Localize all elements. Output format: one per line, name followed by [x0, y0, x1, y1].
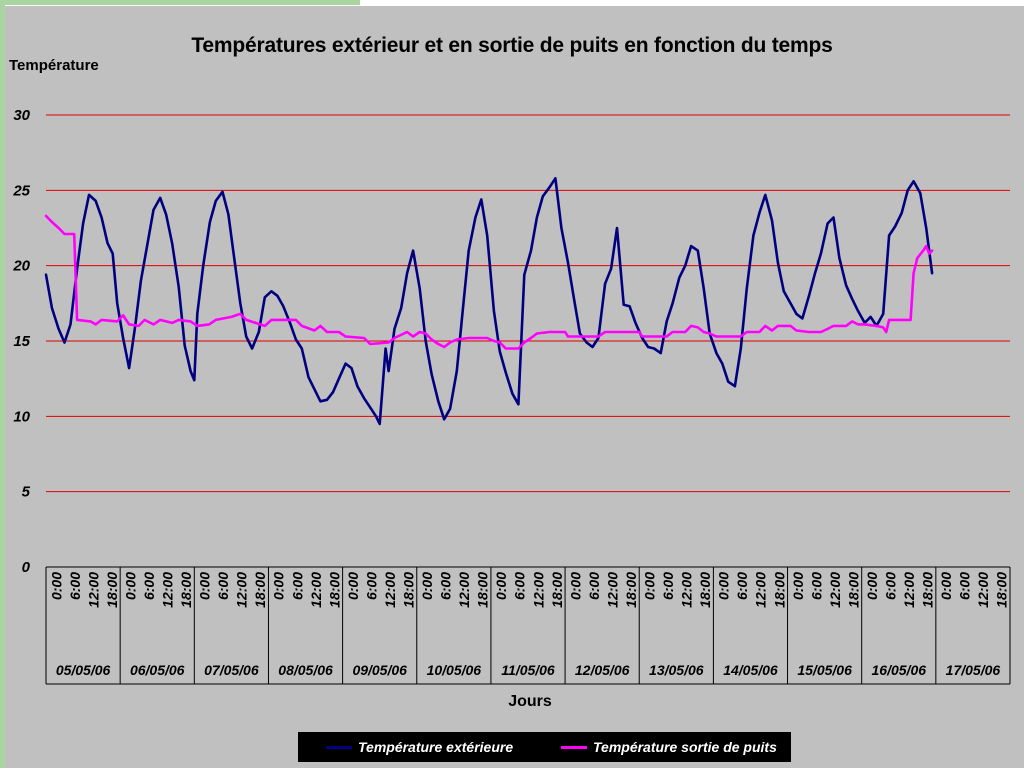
x-tick-label-time: 0:00 — [716, 572, 732, 600]
x-tick-label-time: 6:00 — [363, 572, 379, 600]
x-tick-label-time: 18:00 — [549, 572, 565, 608]
y-tick-label-15: 15 — [13, 333, 30, 350]
x-tick-label-day: 12/05/06 — [575, 662, 630, 678]
legend-label-exterior: Température extérieure — [358, 739, 514, 755]
x-tick-label-time: 12:00 — [901, 572, 917, 608]
y-tick-label-0: 0 — [22, 559, 31, 576]
x-tick-label-time: 12:00 — [679, 572, 695, 608]
x-tick-label-time: 12:00 — [530, 572, 546, 608]
legend-label-well-outlet: Température sortie de puits — [593, 739, 777, 755]
y-tick-label-5: 5 — [22, 484, 31, 501]
x-tick-label-time: 12:00 — [604, 572, 620, 608]
x-tick-label-day: 16/05/06 — [872, 662, 927, 678]
slide-accent-top — [0, 0, 360, 5]
x-tick-label-time: 12:00 — [456, 572, 472, 608]
x-tick-label-time: 0:00 — [345, 572, 361, 600]
x-tick-label-time: 18:00 — [401, 572, 417, 608]
x-tick-label-time: 12:00 — [827, 572, 843, 608]
x-tick-label-time: 18:00 — [920, 572, 936, 608]
legend-swatch-well-outlet — [561, 745, 587, 749]
x-tick-label-time: 6:00 — [734, 572, 750, 600]
x-tick-label-time: 0:00 — [197, 572, 213, 600]
x-tick-label-time: 12:00 — [308, 572, 324, 608]
x-tick-label-time: 12:00 — [160, 572, 176, 608]
x-tick-label-time: 0:00 — [567, 572, 583, 600]
x-tick-label-day: 11/05/06 — [501, 662, 555, 678]
chart-title: Températures extérieur et en sortie de p… — [191, 34, 833, 57]
x-tick-label-time: 18:00 — [994, 572, 1010, 608]
legend-item-well-outlet: Température sortie de puits — [561, 739, 777, 755]
x-tick-label-time: 0:00 — [642, 572, 658, 600]
x-tick-label-time: 18:00 — [475, 572, 491, 608]
x-tick-label-day: 15/05/06 — [797, 662, 852, 678]
x-tick-label-day: 05/05/06 — [56, 662, 111, 678]
x-tick-label-time: 6:00 — [67, 572, 83, 600]
x-tick-label-time: 0:00 — [938, 572, 954, 600]
legend-swatch-exterior — [326, 745, 352, 749]
x-tick-label-time: 0:00 — [419, 572, 435, 600]
chart-legend: Température extérieure Température sorti… — [298, 732, 791, 762]
y-tick-label-10: 10 — [13, 408, 30, 425]
x-tick-label-day: 09/05/06 — [352, 662, 407, 678]
x-axis-title: Jours — [508, 693, 552, 710]
x-tick-label-day: 17/05/06 — [946, 662, 1001, 678]
x-tick-label-time: 12:00 — [382, 572, 398, 608]
y-tick-label-25: 25 — [12, 182, 30, 199]
x-tick-label-day: 13/05/06 — [649, 662, 704, 678]
x-tick-label-time: 6:00 — [660, 572, 676, 600]
x-tick-label-time: 6:00 — [512, 572, 528, 600]
x-tick-label-time: 0:00 — [271, 572, 287, 600]
x-tick-label-day: 06/05/06 — [130, 662, 185, 678]
x-tick-label-time: 6:00 — [808, 572, 824, 600]
slide-accent-left — [0, 0, 5, 768]
x-tick-label-time: 18:00 — [252, 572, 268, 608]
x-tick-label-time: 18:00 — [326, 572, 342, 608]
series-line-exterior — [44, 177, 934, 426]
x-tick-label-time: 12:00 — [234, 572, 250, 608]
legend-item-exterior: Température extérieure — [326, 739, 513, 755]
x-tick-label-time: 0:00 — [790, 572, 806, 600]
x-tick-label-time: 6:00 — [438, 572, 454, 600]
x-tick-label-time: 6:00 — [289, 572, 305, 600]
x-tick-label-time: 12:00 — [85, 572, 101, 608]
y-tick-label-30: 30 — [13, 107, 30, 124]
x-tick-label-day: 07/05/06 — [204, 662, 259, 678]
x-tick-label-time: 12:00 — [975, 572, 991, 608]
x-tick-label-day: 14/05/06 — [723, 662, 778, 678]
x-tick-label-time: 18:00 — [771, 572, 787, 608]
x-tick-label-time: 6:00 — [957, 572, 973, 600]
x-tick-label-time: 0:00 — [864, 572, 880, 600]
x-tick-label-time: 18:00 — [697, 572, 713, 608]
x-tick-label-time: 12:00 — [753, 572, 769, 608]
x-tick-label-time: 18:00 — [178, 572, 194, 608]
x-tick-label-time: 0:00 — [493, 572, 509, 600]
x-tick-label-day: 08/05/06 — [278, 662, 333, 678]
x-tick-label-time: 18:00 — [845, 572, 861, 608]
x-tick-label-day: 10/05/06 — [427, 662, 482, 678]
series-line-well-outlet — [44, 214, 934, 350]
x-tick-label-time: 18:00 — [623, 572, 639, 608]
x-tick-label-time: 6:00 — [883, 572, 899, 600]
chart-area — [5, 6, 1024, 768]
x-tick-label-time: 0:00 — [122, 572, 138, 600]
y-tick-label-20: 20 — [12, 258, 30, 275]
x-tick-label-time: 6:00 — [586, 572, 602, 600]
x-tick-label-time: 18:00 — [104, 572, 120, 608]
x-tick-label-time: 6:00 — [141, 572, 157, 600]
y-axis-title: Température — [9, 57, 99, 74]
x-tick-label-time: 6:00 — [215, 572, 231, 600]
x-tick-label-time: 0:00 — [48, 572, 64, 600]
